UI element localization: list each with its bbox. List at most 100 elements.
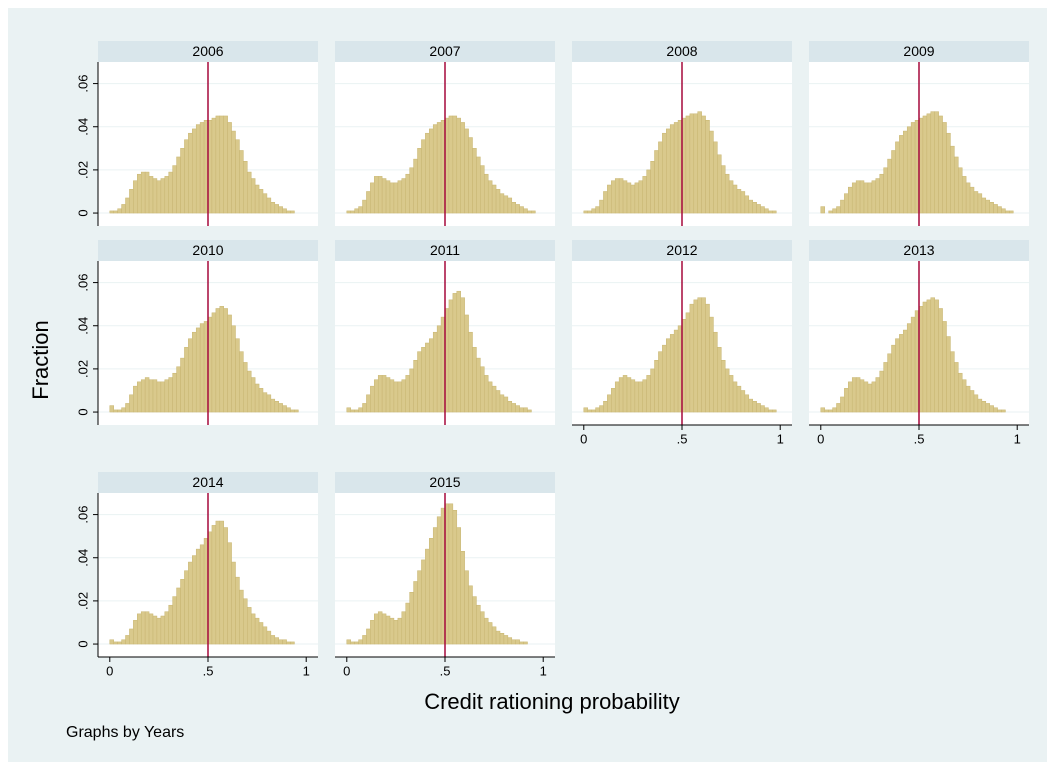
x-tick-label: 1	[303, 663, 310, 678]
bar	[587, 210, 592, 214]
bar	[366, 628, 371, 645]
bar	[397, 381, 403, 413]
bar	[401, 178, 406, 214]
bar	[377, 176, 383, 214]
bar	[760, 405, 765, 413]
bar	[507, 197, 513, 214]
x-tick-label: 1	[540, 663, 547, 678]
bar	[851, 377, 857, 413]
bar	[270, 202, 276, 214]
bar	[160, 178, 166, 214]
bar	[836, 403, 841, 413]
bar	[164, 176, 169, 214]
bar	[721, 165, 726, 214]
bar	[883, 362, 888, 413]
bar	[258, 189, 264, 214]
bar	[946, 336, 951, 413]
bar	[254, 383, 260, 413]
bar	[836, 206, 841, 214]
bar	[129, 628, 134, 645]
bar	[250, 613, 256, 645]
bar	[732, 184, 738, 214]
bar	[646, 375, 651, 413]
bar	[350, 210, 355, 214]
bar	[160, 381, 166, 413]
bar	[464, 570, 469, 645]
bar	[969, 186, 975, 214]
bar	[487, 381, 493, 413]
bar	[425, 342, 430, 413]
x-tick-label: 0	[817, 431, 824, 446]
y-tick-label: .06	[75, 274, 90, 292]
bar	[164, 611, 169, 645]
y-tick-label: .02	[75, 161, 90, 179]
bar	[531, 210, 536, 214]
x-tick-label: 1	[1014, 431, 1021, 446]
bar	[362, 635, 367, 645]
bar	[125, 403, 130, 413]
bar	[362, 403, 367, 413]
bar	[480, 366, 485, 413]
bar	[211, 117, 217, 214]
bar	[282, 405, 287, 413]
bar	[282, 639, 287, 645]
panel-title: 2013	[903, 242, 934, 258]
bar	[278, 403, 283, 413]
bar	[491, 385, 497, 413]
bar	[109, 405, 114, 413]
bar	[840, 396, 845, 413]
panel-header	[809, 240, 1029, 261]
bar	[973, 191, 979, 214]
bar	[662, 344, 667, 413]
bar	[172, 596, 177, 645]
bar	[879, 173, 884, 214]
bar	[713, 141, 718, 214]
bar	[642, 176, 647, 214]
bar	[215, 115, 221, 214]
panel-header	[335, 240, 555, 261]
bar	[109, 210, 114, 214]
bar	[519, 407, 524, 413]
bar	[689, 113, 695, 214]
bar	[354, 208, 359, 214]
bar	[879, 370, 884, 413]
bar	[607, 394, 612, 413]
bar	[432, 527, 438, 645]
bar	[188, 561, 193, 645]
bar	[164, 379, 169, 413]
bar	[614, 381, 620, 413]
bar	[507, 637, 513, 645]
bar	[389, 379, 395, 413]
bar	[950, 351, 955, 413]
bar	[227, 542, 232, 645]
bar	[184, 570, 189, 645]
bar	[172, 165, 177, 214]
bar	[152, 178, 158, 214]
y-tick-label: .06	[75, 75, 90, 93]
bar	[993, 204, 998, 214]
bar	[591, 409, 596, 413]
bar	[346, 210, 351, 214]
bar	[223, 308, 228, 413]
bar	[863, 182, 869, 214]
bar	[156, 180, 162, 214]
bar	[499, 193, 505, 214]
bar	[820, 206, 825, 214]
bar	[247, 607, 252, 645]
bar	[374, 613, 379, 645]
bar	[133, 620, 138, 645]
bar	[137, 613, 142, 645]
bar	[472, 148, 477, 214]
bar	[491, 626, 497, 645]
bar	[673, 122, 679, 214]
y-axis-title: Fraction	[28, 320, 53, 399]
bar	[117, 641, 122, 645]
bar	[507, 401, 513, 413]
bar	[1009, 210, 1014, 214]
bar	[429, 128, 434, 214]
bar	[630, 184, 636, 214]
bar	[724, 173, 730, 214]
bar	[176, 366, 181, 413]
bar	[480, 165, 485, 214]
bar	[294, 409, 299, 413]
